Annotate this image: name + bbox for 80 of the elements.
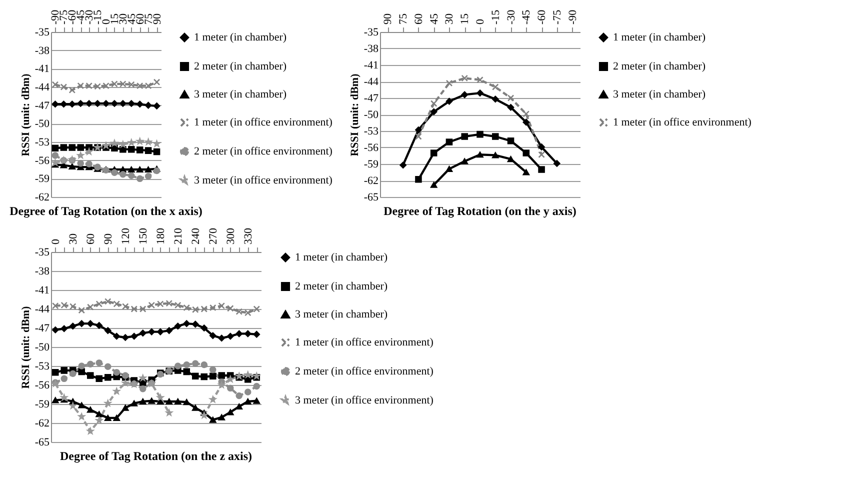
legend-label: 3 meter (in office environment) <box>295 394 434 406</box>
x-tick-label: 0 <box>50 238 62 244</box>
y-tick-label: -62 <box>34 192 50 204</box>
x-tick-label: 270 <box>207 228 220 244</box>
y-tick-label: -47 <box>364 92 379 104</box>
x-axis-title: Degree of Tag Rotation (on the z axis) <box>60 449 252 463</box>
y-tick-label: -44 <box>34 82 50 94</box>
y-tick-label: -56 <box>34 380 50 392</box>
y-tick-label: -53 <box>364 126 379 138</box>
x-tick-label: 120 <box>120 228 132 244</box>
x-tick-label: 180 <box>154 228 167 244</box>
y-tick-label: -59 <box>34 398 50 410</box>
x-tick-label: -45 <box>520 9 533 24</box>
legend-label: 1 meter (in office environment) <box>613 116 752 128</box>
x-tick-label: 30 <box>444 13 456 24</box>
legend-label: 3 meter (in chamber) <box>613 88 706 100</box>
y-tick-label: -47 <box>34 100 50 112</box>
x-tick-label: 90 <box>382 13 394 24</box>
y-tick-label: -65 <box>34 436 50 448</box>
y-tick-label: -53 <box>34 136 50 148</box>
legend-label: 2 meter (in chamber) <box>194 60 287 72</box>
x-tick-label: -75 <box>551 9 564 24</box>
x-tick-label: 240 <box>190 228 202 244</box>
y-tick-label: -59 <box>34 173 50 186</box>
y-tick-label: -59 <box>364 158 379 170</box>
y-tick-label: -41 <box>34 63 50 76</box>
x-tick-label: -90 <box>566 9 579 24</box>
legend-label: 1 meter (in office environment) <box>295 336 434 348</box>
y-tick-label: -56 <box>34 154 50 167</box>
y-tick-label: -62 <box>34 418 50 430</box>
x-tick-label: -15 <box>490 9 502 24</box>
legend-label: 3 meter (in office environment) <box>194 174 333 186</box>
x-tick-label: 60 <box>412 13 425 24</box>
y-tick-label: -50 <box>364 109 379 121</box>
y-tick-label: -53 <box>34 360 50 372</box>
y-tick-label: -38 <box>364 43 379 55</box>
y-tick-label: -41 <box>34 284 50 296</box>
y-tick-label: -35 <box>34 246 50 258</box>
legend-label: 3 meter (in chamber) <box>194 88 287 100</box>
x-tick-label: 30 <box>67 233 80 244</box>
legend-label: 2 meter (in office environment) <box>295 366 434 378</box>
y-tick-label: -50 <box>34 342 50 354</box>
x-tick-label: 330 <box>242 228 254 244</box>
y-tick-label: -62 <box>364 175 378 187</box>
legend-label: 2 meter (in chamber) <box>295 280 388 292</box>
x-tick-label: -60 <box>536 9 548 24</box>
x-tick-label: 210 <box>172 228 184 244</box>
x-tick-label: 300 <box>224 228 237 244</box>
y-axis-title: RSSI (unit: dBm) <box>348 73 361 156</box>
legend-label: 1 meter (in chamber) <box>194 32 287 44</box>
legend-label: 1 meter (in chamber) <box>295 252 388 264</box>
y-tick-label: -41 <box>364 60 378 72</box>
x-tick-label: 90 <box>151 13 164 24</box>
x-tick-label: 0 <box>474 18 486 24</box>
y-tick-label: -44 <box>364 76 379 88</box>
y-axis-title: RSSI (unit: dBm) <box>20 73 32 156</box>
x-tick-label: -30 <box>505 9 518 24</box>
legend-label: 1 meter (in office environment) <box>194 116 333 128</box>
x-tick-label: 45 <box>428 13 440 24</box>
x-axis-title: Degree of Tag Rotation (on the y axis) <box>384 204 576 218</box>
x-tick-label: 150 <box>137 228 150 244</box>
y-tick-label: -35 <box>364 26 379 38</box>
legend-label: 2 meter (in chamber) <box>613 60 706 72</box>
y-tick-label: -50 <box>34 118 50 130</box>
y-tick-label: -56 <box>364 142 379 154</box>
x-axis-title: Degree of Tag Rotation (on the x axis) <box>10 204 202 218</box>
y-tick-label: -44 <box>34 304 50 316</box>
legend-label: 3 meter (in chamber) <box>295 308 388 320</box>
y-tick-label: -38 <box>34 266 50 278</box>
y-tick-label: -35 <box>34 26 50 38</box>
y-tick-label: -47 <box>34 322 50 334</box>
x-tick-label: 90 <box>102 233 114 244</box>
y-tick-label: -65 <box>364 192 379 204</box>
y-tick-label: -38 <box>34 44 50 57</box>
x-tick-label: 60 <box>84 233 97 244</box>
x-tick-label: 75 <box>398 13 410 24</box>
legend-label: 2 meter (in office environment) <box>194 146 333 158</box>
legend-label: 1 meter (in chamber) <box>613 32 706 44</box>
x-tick-label: 15 <box>459 13 472 24</box>
y-axis-title: RSSI (unit: dBm) <box>20 306 32 389</box>
